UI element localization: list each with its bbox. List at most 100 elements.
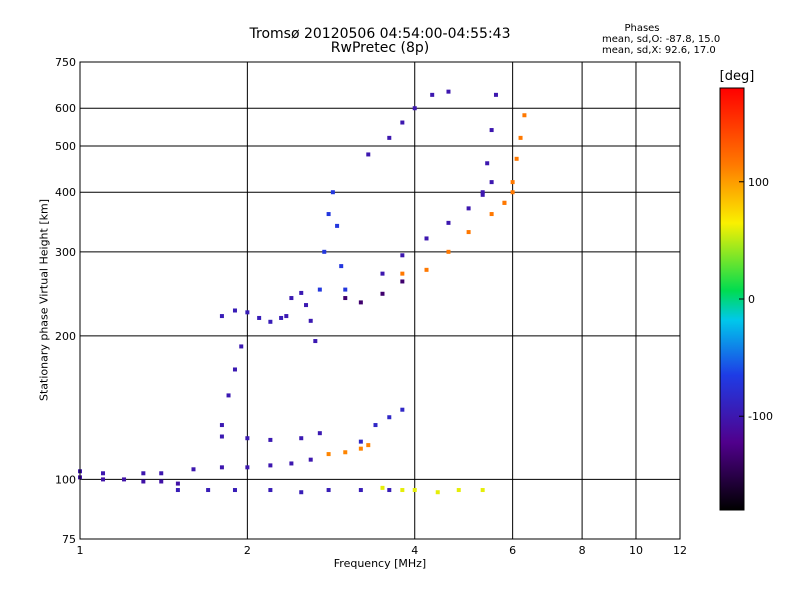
data-point (424, 267, 429, 272)
y-tick-label: 600 (55, 102, 76, 115)
grid-lines (80, 62, 680, 539)
data-point (412, 106, 417, 111)
colorbar-tick-label: 100 (748, 176, 769, 189)
data-point (219, 423, 224, 428)
data-point (435, 490, 440, 495)
data-point (268, 437, 273, 442)
data-point (232, 488, 237, 493)
data-point (206, 488, 211, 493)
data-point (219, 434, 224, 439)
y-tick-label: 750 (55, 56, 76, 69)
data-point (387, 488, 392, 493)
chart-title: Tromsø 20120506 04:54:00-04:55:43 (249, 26, 511, 42)
data-point (400, 407, 405, 412)
data-point (518, 135, 523, 140)
data-point (380, 271, 385, 276)
data-point (510, 190, 515, 195)
y-tick-label: 100 (55, 473, 76, 486)
phase-stats-o: mean, sd,O: -87.8, 15.0 (602, 34, 721, 45)
data-point (510, 180, 515, 185)
y-tick-label: 200 (55, 330, 76, 343)
data-point (226, 393, 231, 398)
colorbar-tick-label: -100 (748, 410, 773, 423)
chart-subtitle: RwPretec (8p) (330, 40, 430, 56)
data-point (101, 477, 106, 482)
data-point (322, 249, 327, 254)
colorbar-title: [deg] (719, 69, 755, 84)
data-point (400, 271, 405, 276)
data-point (339, 264, 344, 269)
data-point (489, 128, 494, 133)
x-axis-ticks: 1 2 4 6 8 10 12 (77, 544, 688, 557)
colorbar: 100 0 -100 (719, 87, 773, 511)
data-points (78, 89, 527, 495)
data-point (412, 488, 417, 493)
data-point (268, 463, 273, 468)
data-point (466, 230, 471, 235)
data-point (279, 315, 284, 320)
x-tick-label: 1 (77, 544, 84, 557)
data-point (313, 339, 318, 344)
x-tick-label: 2 (244, 544, 251, 557)
data-point (245, 465, 250, 470)
data-point (257, 315, 262, 320)
data-point (380, 485, 385, 490)
data-point (101, 471, 106, 476)
data-point (175, 488, 180, 493)
data-point (343, 450, 348, 455)
data-point (284, 314, 289, 319)
data-point (308, 457, 313, 462)
x-tick-label: 10 (629, 544, 643, 557)
phases-summary-title: Phases (624, 23, 660, 34)
data-point (159, 471, 164, 476)
y-tick-label: 400 (55, 186, 76, 199)
data-point (502, 200, 507, 205)
data-point (299, 436, 304, 441)
data-point (289, 461, 294, 466)
data-point (232, 308, 237, 313)
data-point (480, 488, 485, 493)
data-point (245, 436, 250, 441)
data-point (446, 249, 451, 254)
data-point (219, 314, 224, 319)
data-point (489, 180, 494, 185)
y-axis-ticks: 75 100 200 300 400 500 600 750 (55, 56, 76, 546)
plot-frame (79, 61, 681, 540)
data-point (317, 431, 322, 436)
data-point (326, 452, 331, 457)
data-point (335, 223, 340, 228)
data-point (326, 488, 331, 493)
data-point (446, 220, 451, 225)
data-point (232, 367, 237, 372)
data-point (366, 443, 371, 448)
data-point (141, 471, 146, 476)
data-point (489, 212, 494, 217)
data-point (268, 488, 273, 493)
data-point (122, 477, 127, 482)
x-tick-label: 6 (509, 544, 516, 557)
data-point (245, 310, 250, 315)
data-point (456, 488, 461, 493)
data-point (480, 190, 485, 195)
data-point (400, 488, 405, 493)
data-point (343, 296, 348, 301)
data-point (358, 439, 363, 444)
x-tick-label: 8 (579, 544, 586, 557)
data-point (289, 296, 294, 301)
x-tick-label: 4 (411, 544, 418, 557)
colorbar-tick-label: 0 (748, 293, 755, 306)
data-point (366, 152, 371, 157)
data-point (380, 291, 385, 296)
data-point (326, 212, 331, 217)
data-point (268, 319, 273, 324)
data-point (299, 490, 304, 495)
data-point (159, 479, 164, 484)
data-point (430, 92, 435, 97)
data-point (373, 423, 378, 428)
data-point (239, 344, 244, 349)
phase-stats-x: mean, sd,X: 92.6, 17.0 (602, 45, 716, 56)
data-point (485, 161, 490, 166)
data-point (400, 279, 405, 284)
data-point (317, 287, 322, 292)
